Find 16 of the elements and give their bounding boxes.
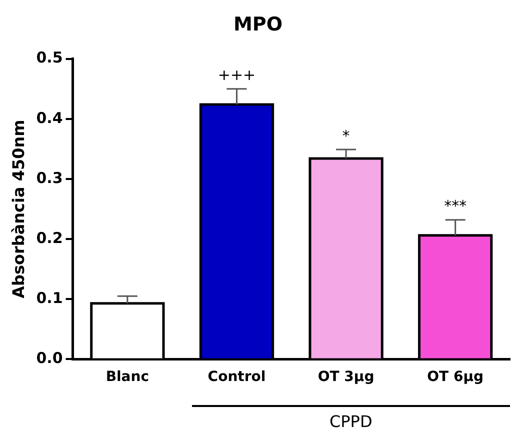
y-tick-label: 0.3 [36, 168, 63, 187]
y-axis-title: Absorbància 450nm [8, 120, 28, 298]
y-tick-label: 0.4 [36, 108, 63, 127]
y-tick-label: 0.2 [36, 228, 63, 247]
x-tick-label: OT 6µg [427, 369, 484, 386]
chart-title: MPO [234, 13, 282, 36]
annotation: +++ [218, 66, 256, 84]
y-tick-label: 0.1 [36, 289, 63, 308]
x-tick-label: OT 3µg [318, 369, 374, 386]
x-tick-label: Blanc [106, 369, 150, 386]
y-tick-label: 0.5 [36, 48, 63, 67]
x-tick-label: Control [208, 369, 266, 386]
text: CPPD [329, 412, 372, 432]
y-tick-label: 0.0 [36, 349, 63, 368]
annotation: * [342, 126, 350, 145]
annotation: *** [444, 197, 468, 216]
